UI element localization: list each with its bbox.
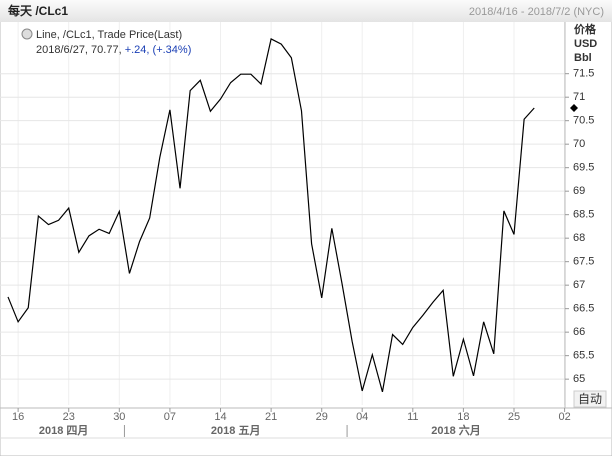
month-label: 2018 六月 [431,423,481,437]
price-line [7,38,535,392]
x-tick-label: 23 [63,411,75,423]
legend-change: +.24, (+.34%) [125,44,192,56]
unit-label: USD [574,38,597,50]
legend-label: Line, /CLc1, Trade Price(Last) [36,29,182,41]
chart-title: 每天 /CLc1 [8,3,68,18]
legend-icon[interactable] [21,28,33,40]
last-value-marker [570,103,578,112]
month-label: 2018 五月 [211,424,261,437]
unit-label: Bbl [574,52,592,64]
y-tick-label: 67 [573,279,585,291]
auto-button-label[interactable]: 自动 [578,392,602,406]
y-tick-label: 71.5 [573,68,594,80]
month-label: 2018 四月 [39,424,89,437]
y-tick-label: 67.5 [573,256,594,268]
x-tick-label: 25 [508,411,520,423]
y-tick-label: 65 [573,373,585,385]
x-tick-label: 04 [356,411,368,423]
y-tick-label: 69.5 [573,162,594,174]
header-bar [0,0,612,22]
legend-last: 2018/6/27, 70.77, [36,44,122,56]
y-tick-label: 71 [573,91,585,103]
y-tick-label: 65.5 [573,350,594,362]
legend-value: 2018/6/27, 70.77, +.24, (+.34%) [36,44,191,56]
x-tick-label: 29 [316,411,328,423]
auto-button[interactable] [573,390,607,408]
unit-label: 价格 [574,22,597,36]
date-range: 2018/4/16 - 2018/7/2 (NYC) [469,6,604,18]
y-tick-label: 68 [573,232,585,244]
x-tick-label: 16 [12,411,24,423]
y-tick-label: 69 [573,185,585,197]
x-tick-label: 30 [113,411,125,423]
x-tick-label: 07 [164,411,176,423]
x-tick-label: 11 [407,411,418,423]
x-tick-label: 21 [265,411,277,423]
x-tick-label: 02 [558,411,570,423]
y-tick-label: 66 [573,326,585,338]
y-tick-label: 70 [573,138,585,150]
y-tick-label: 68.5 [573,209,594,221]
y-tick-label: 70.5 [573,115,594,127]
x-tick-label: 14 [214,411,226,423]
y-tick-label: 66.5 [573,303,594,315]
x-tick-label: 18 [457,411,469,423]
